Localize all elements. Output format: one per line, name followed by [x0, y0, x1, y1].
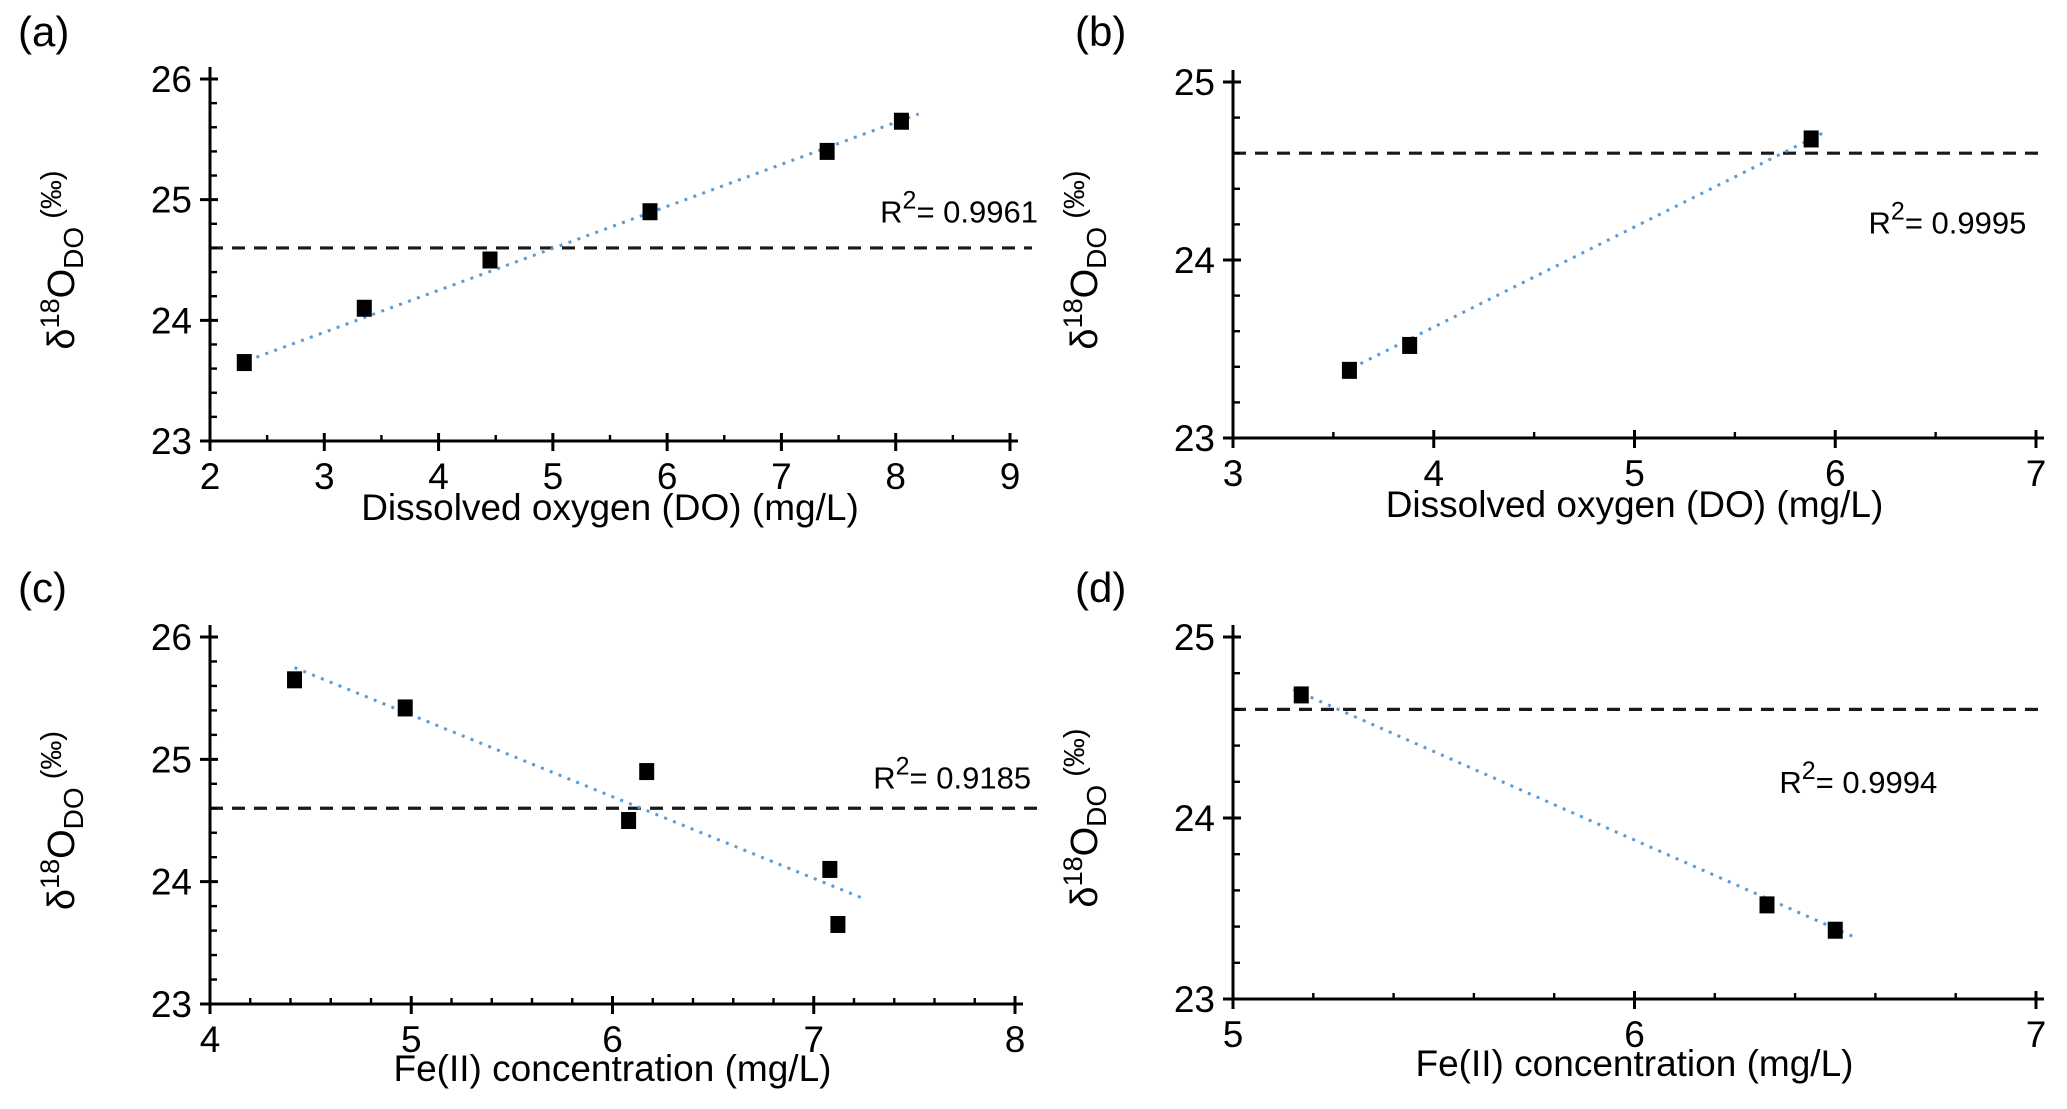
x-tick-label: 6	[602, 1019, 623, 1060]
x-tick-label: 7	[2026, 453, 2047, 494]
y-tick-label: 25	[1174, 617, 1215, 658]
trendline	[238, 112, 920, 366]
data-point	[1293, 686, 1309, 704]
y-tick-label: 25	[151, 739, 192, 780]
y-axis-title: δ18ODO (‰)	[35, 731, 89, 910]
data-point	[1341, 361, 1357, 379]
r-squared-label: R2= 0.9994	[1779, 757, 1937, 800]
x-tick-label: 4	[428, 456, 449, 497]
y-tick-label: 26	[151, 617, 192, 658]
data-point	[1827, 921, 1843, 939]
data-point	[819, 142, 835, 160]
panel-label: (b)	[1075, 8, 1126, 55]
data-point	[1759, 896, 1775, 914]
r-squared-label: R2= 0.9961	[880, 187, 1038, 230]
panel-d: 5 6 7 23 24 25 Fe(II) concentration (mg/L) δ18O…	[1058, 564, 2046, 1084]
y-tick-label: 23	[151, 984, 192, 1025]
x-tick-label: 9	[1000, 456, 1021, 497]
data-point	[482, 251, 498, 269]
x-tick-label: 8	[885, 456, 906, 497]
x-tick-label: 6	[657, 456, 678, 497]
x-tick-label: 2	[200, 456, 221, 497]
x-tick-label: 6	[1624, 1014, 1645, 1055]
panel-label: (d)	[1075, 564, 1126, 611]
y-tick-label: 23	[151, 421, 192, 462]
data-point	[893, 112, 909, 130]
data-point	[397, 699, 413, 717]
y-axis-title: δ18ODO (‰)	[1058, 728, 1112, 907]
panel-label: (c)	[18, 564, 67, 611]
trendline	[1342, 130, 1826, 374]
data-point	[639, 763, 655, 781]
y-axis-title: δ18ODO (‰)	[35, 170, 89, 349]
y-tick-label: 23	[1174, 418, 1215, 459]
data-point	[830, 915, 846, 933]
y-tick-label: 25	[1174, 62, 1215, 103]
x-axis-title: Fe(II) concentration (mg/L)	[1416, 1043, 1854, 1084]
y-tick-label: 24	[1174, 798, 1215, 839]
x-tick-label: 3	[1223, 453, 1244, 494]
data-point	[822, 860, 838, 878]
y-tick-label: 23	[1174, 979, 1215, 1020]
x-tick-label: 7	[803, 1019, 824, 1060]
data-point	[1402, 336, 1418, 354]
data-point	[642, 203, 658, 221]
data-point	[236, 354, 252, 372]
panel-c: 4 5 6 7 8 23 24 25 26 Fe(II) concentration (mg/L)…	[18, 564, 1037, 1089]
x-axis-title: Dissolved oxygen (DO) (mg/L)	[361, 487, 859, 528]
panel-b: 3 4 5 6 7 23 24 25 Dissolved oxygen (DO) (mg/L) δ…	[1058, 8, 2046, 525]
y-tick-label: 24	[151, 862, 192, 903]
x-tick-label: 5	[543, 456, 564, 497]
x-tick-label: 4	[200, 1019, 221, 1060]
r-squared-label: R2= 0.9995	[1869, 198, 2027, 241]
x-tick-label: 5	[1223, 1014, 1244, 1055]
data-point	[356, 299, 372, 317]
x-tick-label: 5	[1624, 453, 1645, 494]
data-point	[1803, 130, 1819, 148]
y-tick-label: 24	[151, 300, 192, 341]
y-axis-title: δ18ODO (‰)	[1058, 170, 1112, 349]
y-tick-label: 24	[1174, 240, 1215, 281]
x-tick-label: 5	[401, 1019, 422, 1060]
y-tick-label: 26	[151, 59, 192, 100]
trendline	[293, 666, 865, 901]
x-tick-label: 4	[1423, 453, 1444, 494]
data-point	[287, 671, 303, 689]
x-axis-title: Fe(II) concentration (mg/L)	[394, 1048, 832, 1089]
x-tick-label: 3	[314, 456, 335, 497]
x-tick-label: 7	[771, 456, 792, 497]
panel-label: (a)	[18, 8, 69, 55]
x-axis-title: Dissolved oxygen (DO) (mg/L)	[1386, 484, 1884, 525]
x-tick-label: 7	[2026, 1014, 2047, 1055]
data-point	[621, 812, 637, 829]
r-squared-label: R2= 0.9185	[873, 753, 1031, 796]
x-tick-label: 8	[1005, 1019, 1026, 1060]
x-tick-label: 6	[1825, 453, 1846, 494]
y-tick-label: 25	[151, 180, 192, 221]
